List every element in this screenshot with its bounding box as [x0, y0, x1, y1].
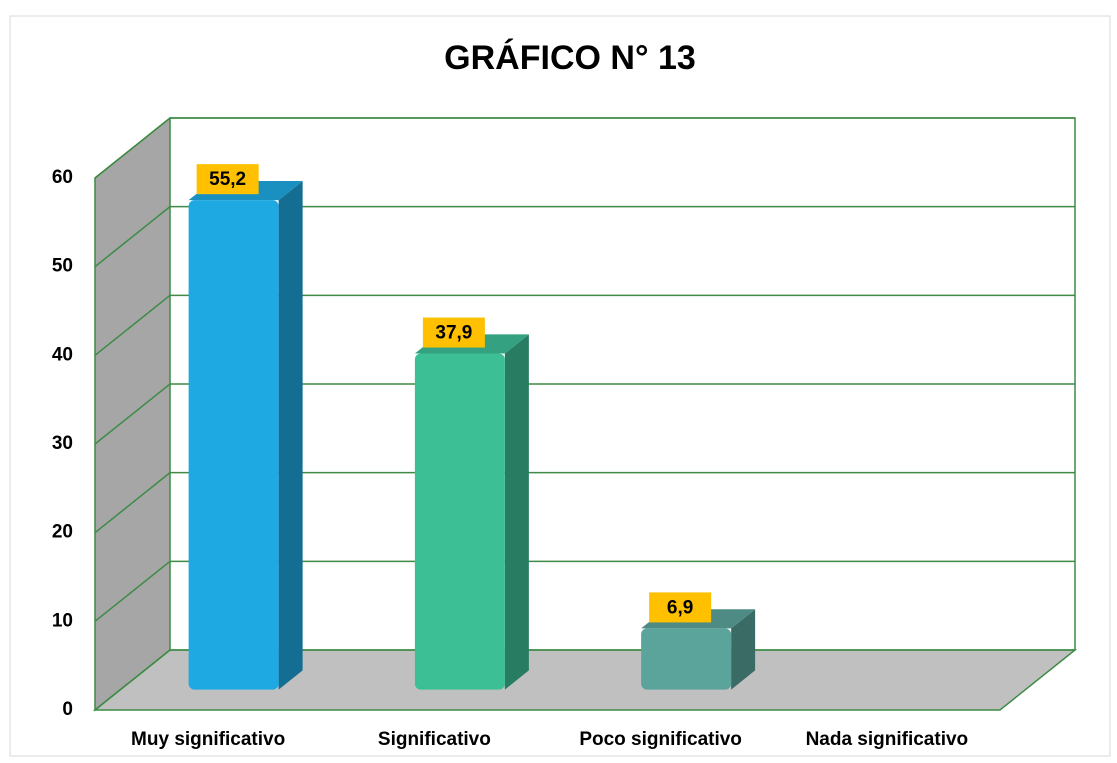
- bar-side: [504, 334, 529, 690]
- bar-front: [188, 200, 279, 690]
- y-tick-label: 30: [52, 433, 73, 454]
- y-tick-label: 40: [52, 344, 73, 365]
- x-tick-label: Nada significativo: [806, 729, 969, 750]
- y-tick-label: 50: [52, 256, 73, 277]
- x-tick-label: Poco significativo: [579, 729, 742, 750]
- bar: [414, 334, 529, 690]
- bar-side: [731, 609, 756, 690]
- value-label-box: [422, 317, 485, 348]
- bar-front: [414, 353, 505, 690]
- value-label-box: [196, 164, 259, 195]
- x-tick-label: Muy significativo: [131, 729, 285, 750]
- grid-line: [94, 294, 1075, 356]
- y-tick-label: 20: [52, 522, 73, 543]
- grid-line: [94, 560, 1075, 622]
- bar-side: [278, 180, 303, 690]
- bar: [188, 180, 303, 690]
- chart-title: GRÁFICO N° 13: [444, 39, 696, 77]
- grid-line: [94, 117, 1075, 179]
- value-label: 37,9: [435, 323, 472, 344]
- value-label: 6,9: [667, 597, 693, 618]
- value-label: 55,2: [209, 169, 246, 190]
- y-tick-label: 60: [52, 167, 73, 188]
- y-tick-label: 10: [52, 610, 73, 631]
- grid-line: [94, 205, 1075, 268]
- x-tick-label: Significativo: [378, 729, 491, 750]
- grid-line: [94, 649, 1075, 711]
- y-tick-label: 0: [62, 699, 73, 720]
- grid-line: [94, 471, 1075, 534]
- bar-front: [641, 628, 732, 690]
- chart-frame: [9, 15, 1111, 757]
- value-label-box: [649, 592, 712, 623]
- grid-line: [94, 383, 1075, 445]
